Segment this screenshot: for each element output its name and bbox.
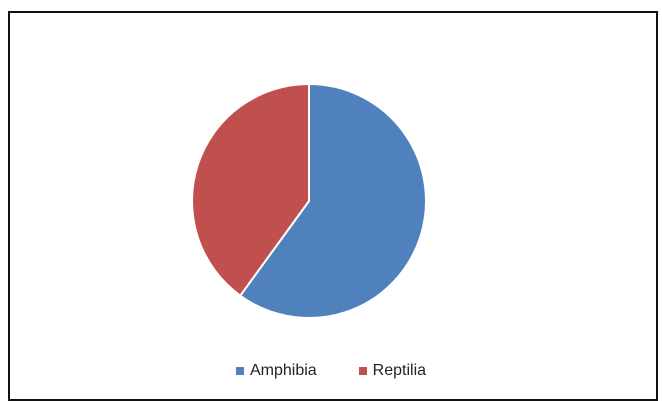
legend-swatch-reptilia xyxy=(358,367,367,375)
legend-label-reptilia: Reptilia xyxy=(372,362,427,379)
legend-item-reptilia: Reptilia xyxy=(358,362,427,380)
legend-label-amphibia: Amphibia xyxy=(249,362,317,379)
pie-slice-amphibia xyxy=(238,82,427,319)
legend-item-amphibia: Amphibia xyxy=(235,362,317,380)
legend: Amphibia Reptilia xyxy=(0,362,662,380)
legend-swatch-amphibia xyxy=(235,367,244,375)
pie-slice-reptilia xyxy=(191,82,310,298)
